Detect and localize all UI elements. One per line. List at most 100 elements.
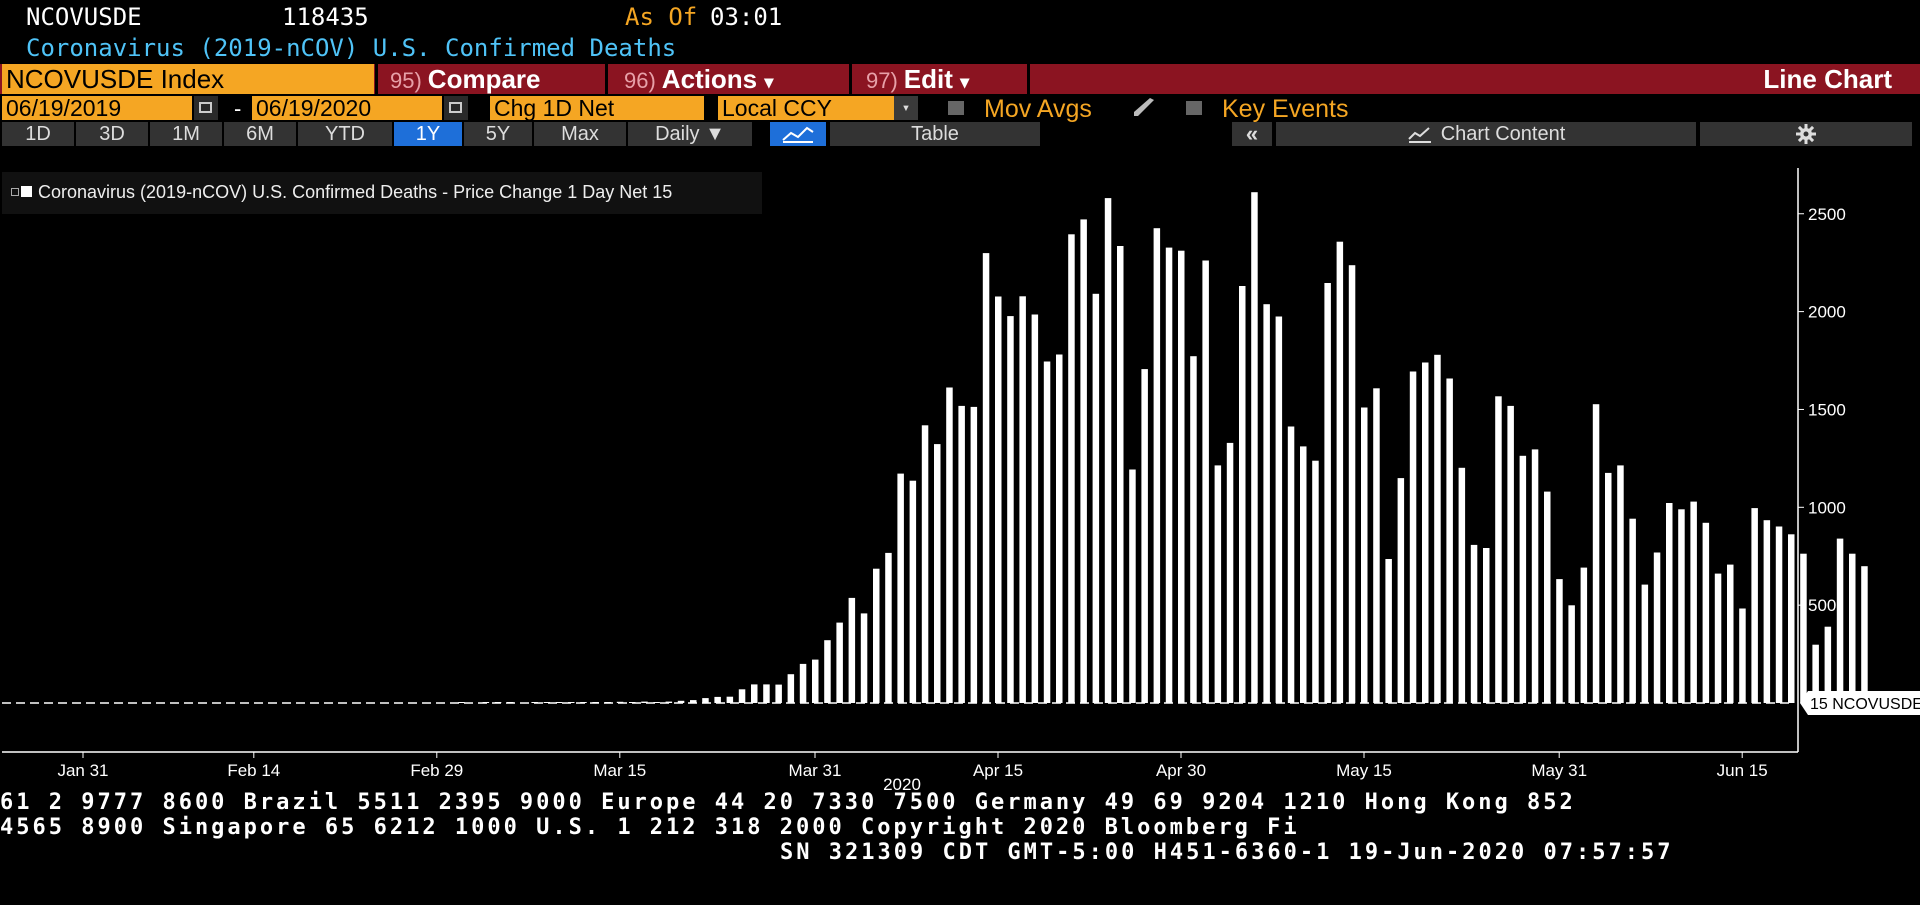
x-tick-label: Jun 15: [1717, 761, 1768, 780]
bar: [909, 480, 917, 703]
bar: [568, 702, 575, 703]
bar: [1861, 566, 1868, 703]
key-events-label[interactable]: Key Events: [1222, 95, 1349, 123]
pencil-icon[interactable]: [1132, 98, 1158, 118]
chart-content-button[interactable]: Chart Content: [1276, 122, 1696, 146]
bar: [1824, 626, 1832, 703]
bar: [1751, 508, 1758, 703]
bar: [641, 701, 648, 703]
period-3d[interactable]: 3D: [76, 122, 148, 146]
bar: [1031, 314, 1039, 703]
bar-chart: 500 1000 1500 2000 2500 Jan 31 Feb 14 Feb 29 Ma…: [2, 168, 1920, 794]
bar: [1214, 465, 1222, 703]
frequency-select[interactable]: Daily ▼: [628, 122, 752, 146]
bar: [1849, 553, 1856, 703]
bar: [995, 296, 1002, 703]
field-select[interactable]: Chg 1D Net: [490, 96, 704, 120]
bar: [677, 700, 685, 703]
bar: [1007, 316, 1014, 703]
calendar-icon[interactable]: [194, 96, 218, 120]
legend-label: Coronavirus (2019-nCOV) U.S. Confirmed D…: [38, 182, 673, 202]
bar: [1422, 362, 1429, 703]
bar: [1275, 316, 1283, 703]
bar: [982, 253, 990, 703]
last-value-tag: 15 NCOVUSDE: [1800, 691, 1920, 715]
edit-label: Edit: [903, 64, 953, 94]
bar: [1117, 246, 1124, 703]
start-date-input[interactable]: 06/19/2019: [2, 96, 192, 120]
line-chart-icon[interactable]: [770, 122, 826, 146]
actions-label: Actions: [661, 64, 758, 94]
bar: [1092, 293, 1100, 703]
compare-num: 95): [390, 68, 422, 93]
edit-button[interactable]: 97) Edit ▾: [852, 64, 1026, 94]
bar: [458, 702, 465, 703]
bar: [934, 444, 941, 703]
bar: [1287, 426, 1295, 703]
period-6m[interactable]: 6M: [224, 122, 296, 146]
edit-num: 97): [866, 68, 898, 93]
edit-dropdown-icon: ▾: [960, 72, 970, 92]
y-tick-label: 1500: [1808, 400, 1846, 419]
period-max[interactable]: Max: [534, 122, 626, 146]
bar: [1592, 404, 1600, 703]
collapse-legend-icon[interactable]: [11, 188, 19, 196]
bar: [1446, 378, 1453, 703]
chevron-down-icon[interactable]: ▾: [894, 96, 918, 120]
bar: [1129, 469, 1136, 703]
y-tick-label: 2500: [1808, 205, 1846, 224]
bar: [1068, 234, 1075, 704]
mov-avgs-label[interactable]: Mov Avgs: [984, 95, 1092, 123]
security-field[interactable]: NCOVUSDE Index: [2, 64, 374, 94]
bar: [1812, 644, 1819, 703]
bar: [1300, 446, 1307, 703]
bar: [1080, 219, 1087, 703]
bar: [763, 684, 770, 703]
y-tick-label: 2000: [1808, 303, 1846, 322]
period-ytd[interactable]: YTD: [298, 122, 392, 146]
compare-button[interactable]: 95) Compare: [378, 64, 604, 94]
x-tick-label: Mar 31: [789, 761, 842, 780]
key-events-checkbox[interactable]: [1186, 101, 1202, 115]
divider: [849, 64, 852, 94]
collapse-icon[interactable]: «: [1232, 122, 1272, 146]
bar: [1409, 371, 1417, 703]
x-axis-year-label: 2020: [883, 775, 921, 794]
period-1d[interactable]: 1D: [2, 122, 74, 146]
bar: [543, 702, 551, 703]
bar: [1739, 608, 1746, 703]
bar: [738, 689, 746, 703]
bar-series: [458, 192, 1880, 704]
bar: [1763, 520, 1771, 703]
bar: [873, 568, 880, 703]
bar: [653, 702, 660, 703]
chart-type-label[interactable]: Line Chart: [1763, 64, 1892, 94]
bar: [1165, 247, 1173, 703]
mov-avgs-checkbox[interactable]: [948, 101, 964, 115]
bar: [958, 405, 965, 703]
bar: [1568, 605, 1575, 703]
period-5y[interactable]: 5Y: [464, 122, 532, 146]
divider: [375, 64, 378, 94]
period-1y[interactable]: 1Y: [394, 122, 462, 146]
period-1m[interactable]: 1M: [150, 122, 222, 146]
end-date-input[interactable]: 06/19/2020: [252, 96, 442, 120]
bar: [970, 406, 978, 703]
bar: [1470, 544, 1478, 703]
bar: [1361, 407, 1368, 703]
bar: [1531, 449, 1539, 703]
footer-contacts-line1: 61 2 9777 8600 Brazil 5511 2395 9000 Eur…: [0, 790, 1576, 815]
currency-select[interactable]: Local CCY: [718, 96, 894, 120]
chart-legend[interactable]: [2, 172, 762, 214]
bar: [860, 613, 868, 703]
calendar-icon[interactable]: [444, 96, 468, 120]
bar: [1458, 467, 1466, 703]
bar: [1153, 228, 1161, 703]
bar: [1617, 465, 1624, 703]
table-button[interactable]: Table: [830, 122, 1040, 146]
bar: [1653, 552, 1661, 703]
bar: [1434, 354, 1441, 703]
actions-button[interactable]: 96) Actions ▾: [608, 64, 848, 94]
last-value: 118435: [282, 3, 369, 31]
settings-button[interactable]: [1700, 122, 1912, 146]
